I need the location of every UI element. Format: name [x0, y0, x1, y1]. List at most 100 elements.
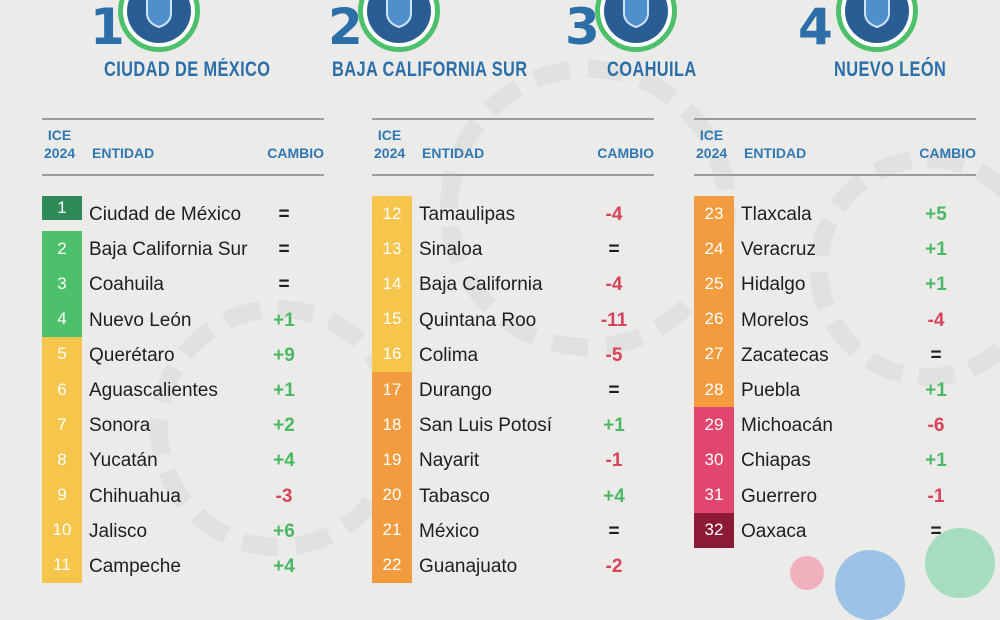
change-value: = [930, 520, 942, 542]
entity-name: Jalisco [89, 520, 148, 542]
entity-name: Michoacán [741, 415, 833, 437]
header-ice-label: ICE [47, 127, 72, 143]
table-row: 12 Tamaulipas -4 [372, 196, 654, 232]
rank-cell: 19 [372, 442, 412, 478]
divider [694, 174, 976, 176]
divider [42, 118, 324, 120]
entity-name: Guerrero [741, 485, 818, 507]
rank-cell: 12 [372, 196, 412, 232]
change-value: -4 [927, 309, 945, 331]
podium-3: 3 COAHUILA [565, 0, 765, 90]
rank-cell: 27 [694, 336, 734, 372]
entity-name: México [419, 520, 480, 542]
rank-cell: 7 [42, 407, 82, 443]
rank-cell: 17 [372, 371, 412, 408]
table-row: 21 México = [372, 512, 654, 548]
header-change: CAMBIO [919, 145, 976, 161]
state-seal-coahuila [595, 0, 677, 52]
entity-name: Quintana Roo [419, 309, 537, 331]
shield-icon [386, 0, 412, 29]
rank-cell: 8 [42, 442, 82, 478]
table-row: 18 San Luis Potosí +1 [372, 407, 654, 443]
entity-name: San Luis Potosí [419, 415, 553, 437]
state-seal-bcs [358, 0, 440, 52]
entity-name: Baja California [419, 274, 543, 296]
table-row: 31 Guerrero -1 [694, 477, 976, 513]
change-value: +4 [273, 450, 295, 472]
podium-rank: 3 [565, 0, 600, 56]
table-row: 9 Chihuahua -3 [42, 477, 324, 513]
rank-cell: 25 [694, 266, 734, 302]
header-ice-label: ICE [699, 127, 724, 143]
table-row: 32 Oaxaca = [694, 512, 976, 548]
change-value: +6 [273, 520, 295, 542]
entity-name: Chiapas [741, 450, 811, 472]
ranking-table-1: ICE 2024 ENTIDAD CAMBIO 1 Ciudad de Méxic… [42, 118, 324, 584]
podium-4: 4 NUEVO LEÓN [798, 0, 998, 90]
table-row: 27 Zacatecas = [694, 336, 976, 372]
entity-name: Ciudad de México [89, 204, 242, 225]
change-value: -3 [275, 485, 293, 507]
change-value: -1 [927, 485, 945, 507]
entity-name: Nayarit [419, 450, 480, 472]
ranking-table-3: ICE 2024 ENTIDAD CAMBIO 23 Tlaxcala +5 24 Ve… [694, 118, 976, 548]
change-value: +9 [273, 344, 295, 366]
change-value: +5 [925, 204, 947, 225]
rank-cell: 14 [372, 266, 412, 302]
header-change: CAMBIO [267, 145, 324, 161]
change-value: -2 [605, 555, 623, 577]
entity-name: Sonora [89, 415, 151, 437]
table-row: 7 Sonora +2 [42, 407, 324, 443]
rank-cell: 29 [694, 407, 734, 443]
divider [42, 174, 324, 176]
decorative-badge [925, 528, 995, 598]
state-seal-cdmx [118, 0, 200, 52]
rank-cell: 10 [42, 512, 82, 548]
table-row: 10 Jalisco +6 [42, 512, 324, 548]
change-value: = [608, 379, 620, 401]
table-row: 23 Tlaxcala +5 [694, 196, 976, 232]
change-value: +1 [273, 379, 295, 401]
change-value: -4 [605, 204, 623, 225]
change-value: = [278, 239, 290, 261]
entity-name: Coahuila [89, 274, 164, 296]
rank-cell: 9 [42, 477, 82, 513]
table-row: 20 Tabasco +4 [372, 477, 654, 513]
header-year-label: 2024 [696, 145, 728, 161]
table-row: 22 Guanajuato -2 [372, 547, 654, 584]
rank-cell: 13 [372, 231, 412, 267]
table-row: 14 Baja California -4 [372, 266, 654, 302]
podium-rank: 4 [798, 0, 833, 56]
change-value: +1 [925, 274, 947, 296]
entity-name: Durango [419, 379, 492, 401]
table-row: 13 Sinaloa = [372, 231, 654, 267]
header-ice: ICE 2024 [696, 126, 727, 162]
table-row: 17 Durango = [372, 371, 654, 408]
podium-rank: 2 [328, 0, 363, 56]
change-value: +1 [925, 450, 947, 472]
entity-name: Tlaxcala [741, 204, 812, 225]
rank-cell: 15 [372, 301, 412, 337]
change-value: +1 [925, 239, 947, 261]
header-year-label: 2024 [374, 145, 406, 161]
table-row: 6 Aguascalientes +1 [42, 371, 324, 408]
entity-name: Puebla [741, 379, 801, 401]
entity-name: Oaxaca [741, 520, 807, 542]
change-value: -5 [605, 344, 623, 366]
change-value: -4 [605, 274, 623, 296]
entity-name: Tabasco [419, 485, 490, 507]
rank-cell: 32 [694, 512, 734, 548]
change-value: = [608, 239, 620, 261]
table-row: 24 Veracruz +1 [694, 231, 976, 267]
rank-cell: 28 [694, 371, 734, 408]
change-value: = [608, 520, 620, 542]
entity-name: Yucatán [89, 450, 158, 472]
table-row: 28 Puebla +1 [694, 371, 976, 408]
rank-cell: 3 [42, 266, 82, 302]
table-row: 16 Colima -5 [372, 336, 654, 372]
change-value: +1 [603, 415, 625, 437]
rank-cell: 21 [372, 512, 412, 548]
table-row: 19 Nayarit -1 [372, 442, 654, 478]
change-value: +4 [603, 485, 625, 507]
rank-cell: 6 [42, 371, 82, 408]
